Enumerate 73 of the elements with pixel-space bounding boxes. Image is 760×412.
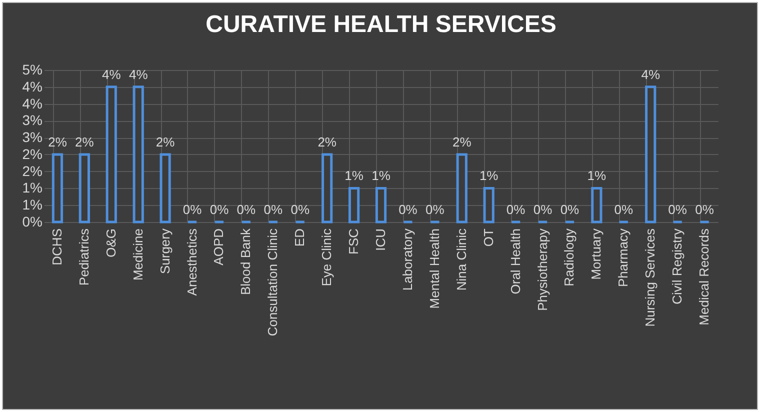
bar xyxy=(348,186,360,224)
x-tick-label: Blood Bank xyxy=(238,228,254,295)
bar xyxy=(132,86,144,224)
y-tick-label: 4% xyxy=(22,78,42,94)
y-tick-label: 3% xyxy=(22,112,42,128)
data-label: 4% xyxy=(641,66,660,82)
x-tick-label: Mortuary xyxy=(588,228,604,280)
y-tick-label: 3% xyxy=(22,129,42,146)
bar xyxy=(591,186,602,224)
bar xyxy=(160,153,171,224)
x-tick-label: Laboratory xyxy=(400,228,415,291)
bar xyxy=(52,153,64,224)
x-tick-label: Medical Records xyxy=(696,228,712,326)
y-tick-label: 5% xyxy=(22,62,42,78)
x-tick-label: O&G xyxy=(103,228,118,258)
data-label: 0% xyxy=(264,202,283,217)
bar xyxy=(78,153,90,224)
x-tick-label: AOPD xyxy=(211,228,226,266)
data-label: 1% xyxy=(587,168,607,184)
bar xyxy=(483,186,494,224)
x-tick-label: Radiology xyxy=(562,228,577,286)
bar xyxy=(375,186,387,224)
data-label: 2% xyxy=(156,134,176,150)
data-label: 0% xyxy=(614,202,634,217)
bar xyxy=(106,86,117,224)
data-label: 0% xyxy=(398,202,418,217)
data-label: 2% xyxy=(75,134,94,150)
x-tick-label: Pediatrics xyxy=(76,228,92,286)
y-tick-label: 0% xyxy=(22,214,42,230)
x-tick-label: Surgery xyxy=(157,228,172,274)
x-tick-label: Medicine xyxy=(130,228,146,281)
y-tick-label: 2% xyxy=(22,146,42,162)
x-tick-label: Civil Registry xyxy=(670,228,685,304)
data-label: 0% xyxy=(695,202,714,217)
data-label: 0% xyxy=(182,202,202,217)
data-label: 0% xyxy=(426,202,445,217)
x-tick-label: Eye Clinic xyxy=(319,228,334,286)
x-tick-label: OT xyxy=(480,228,496,247)
data-label: 0% xyxy=(290,202,310,217)
data-label: 0% xyxy=(533,202,553,217)
y-tick-label: 4% xyxy=(22,95,42,112)
x-tick-label: Anesthetics xyxy=(184,228,200,296)
data-label: 2% xyxy=(452,134,472,150)
bar xyxy=(456,153,468,224)
x-tick-label: FSC xyxy=(346,228,362,254)
data-label: 0% xyxy=(668,202,688,217)
y-tick-label: 2% xyxy=(22,162,42,179)
y-tick-label: 1% xyxy=(22,180,42,196)
x-tick-label: DCHS xyxy=(49,228,64,266)
data-label: 2% xyxy=(48,134,68,150)
data-label: 0% xyxy=(236,202,256,217)
data-label: 0% xyxy=(210,202,230,217)
data-label: 1% xyxy=(344,168,364,184)
data-label: 2% xyxy=(318,134,337,150)
x-tick-label: Oral Health xyxy=(508,228,523,294)
x-tick-label: Mental Health xyxy=(426,228,442,309)
x-tick-label: Physiotherapy xyxy=(534,228,550,311)
data-label: 0% xyxy=(506,202,526,217)
x-tick-label: Nina Clinic xyxy=(454,228,469,291)
data-label: 0% xyxy=(560,202,580,217)
chart-title: CURATIVE HEALTH SERVICES xyxy=(206,11,556,38)
x-tick-label: Nursing Services xyxy=(642,228,658,327)
data-label: 1% xyxy=(372,168,391,184)
x-tick-label: ICU xyxy=(373,228,388,251)
data-label: 1% xyxy=(479,168,499,184)
bar xyxy=(322,153,333,224)
data-label: 4% xyxy=(128,66,148,82)
x-tick-label: Pharmacy xyxy=(616,228,631,288)
data-label: 4% xyxy=(102,66,122,82)
x-tick-label: ED xyxy=(292,228,308,247)
x-tick-label: Consultation Clinic xyxy=(265,228,280,336)
bar xyxy=(645,86,656,224)
y-tick-label: 1% xyxy=(22,196,42,213)
